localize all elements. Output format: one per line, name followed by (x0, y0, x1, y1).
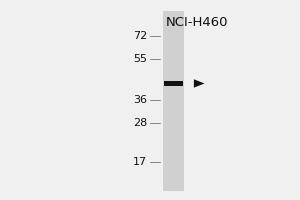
Text: 28: 28 (133, 118, 147, 128)
Text: NCI-H460: NCI-H460 (166, 16, 228, 29)
Text: 55: 55 (133, 54, 147, 64)
Bar (163, 11, 184, 191)
Polygon shape (194, 79, 205, 88)
Text: 72: 72 (133, 31, 147, 41)
Bar (164, 81, 183, 86)
Text: 36: 36 (133, 95, 147, 105)
Text: 17: 17 (133, 157, 147, 167)
